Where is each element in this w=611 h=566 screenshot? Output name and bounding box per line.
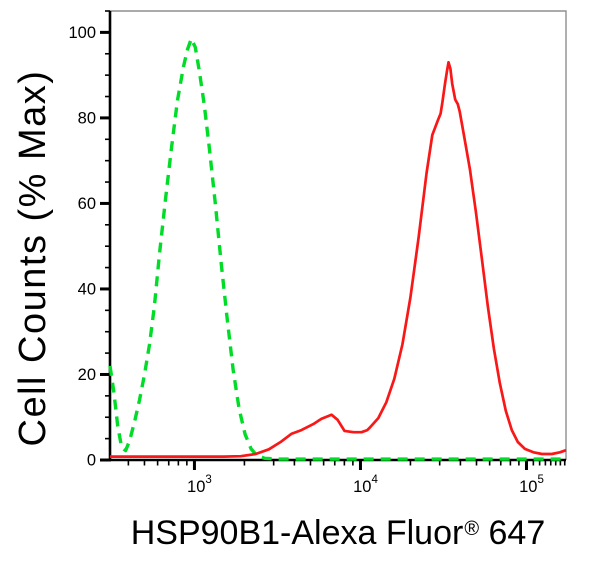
y-tick-label: 60 [78,195,96,213]
y-tick-label: 80 [78,109,96,127]
green-dashed-control-curve [108,37,566,461]
y-tick-label: 100 [68,24,96,42]
x-tick-label: 103 [187,474,212,496]
x-axis-title-suffix: 647 [479,514,546,552]
x-tick-label: 105 [519,474,544,496]
registered-trademark-icon: ® [464,518,480,540]
y-tick-label: 40 [78,280,96,298]
x-axis-title-main: HSP90B1-Alexa Fluor [130,514,464,552]
y-tick-label: 0 [87,452,96,470]
y-tick-label: 20 [78,366,96,384]
plot-frame [110,10,567,460]
y-axis-title: Cell Counts (% Max) [12,69,54,447]
red-solid-sample-curve [110,60,567,458]
x-tick-label: 104 [353,474,378,496]
x-axis-title: HSP90B1-Alexa Fluor® 647 [110,514,566,553]
